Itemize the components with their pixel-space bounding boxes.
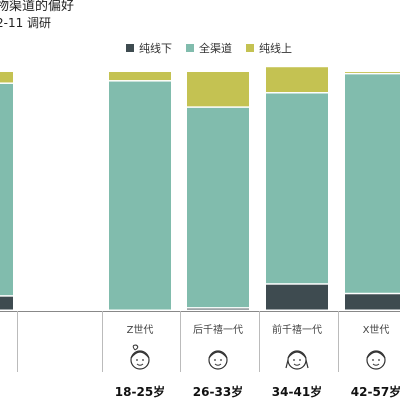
chart-title: 物渠道的偏好	[0, 0, 75, 14]
legend-swatch-offline	[126, 44, 134, 52]
age-label-3: 34-41岁	[272, 384, 322, 399]
bar-segment-0-0	[0, 296, 13, 310]
bar-segment-0-2	[0, 72, 13, 83]
bar-segment-4-0	[345, 294, 400, 310]
bar-segment-3-1	[266, 93, 328, 284]
legend-label-offline: 纯线下	[139, 42, 172, 55]
category-label-3: 前千禧一代	[272, 323, 322, 336]
bar-segment-2-1	[187, 107, 249, 308]
bar-segment-1-1	[109, 81, 171, 310]
bar-segment-4-1	[345, 74, 400, 293]
face-icon-2	[208, 350, 228, 370]
bar-segment-3-0	[266, 284, 328, 310]
legend-swatch-omni	[186, 44, 194, 52]
legend-item-online: 纯线上	[246, 40, 292, 56]
age-label-1: 18-25岁	[115, 384, 165, 399]
category-label-2: 后千禧一代	[193, 323, 243, 336]
category-label-1: Z世代	[127, 324, 154, 336]
age-label-2: 26-33岁	[193, 384, 243, 399]
bar-segment-2-2	[187, 72, 249, 107]
bar-segment-3-2	[266, 67, 328, 93]
legend-label-online: 纯线上	[259, 42, 292, 55]
legend-swatch-online	[246, 44, 254, 52]
bar-segment-2-0	[187, 308, 249, 310]
category-label-4: X世代	[363, 324, 390, 336]
legend-item-omni: 全渠道	[186, 40, 232, 56]
bar-segment-0-1	[0, 83, 13, 296]
legend-label-omni: 全渠道	[199, 42, 232, 55]
face-icon-1	[130, 344, 150, 370]
face-icon-4	[366, 350, 386, 370]
legend-item-offline: 纯线下	[126, 40, 172, 56]
legend: 纯线下 全渠道 纯线上	[126, 40, 292, 56]
chart-subtitle: 2-11 调研	[0, 16, 52, 30]
face-icon-3	[285, 350, 309, 370]
age-label-4: 42-57岁	[351, 384, 400, 399]
bar-segment-4-2	[345, 72, 400, 73]
bar-segment-1-2	[109, 72, 171, 81]
